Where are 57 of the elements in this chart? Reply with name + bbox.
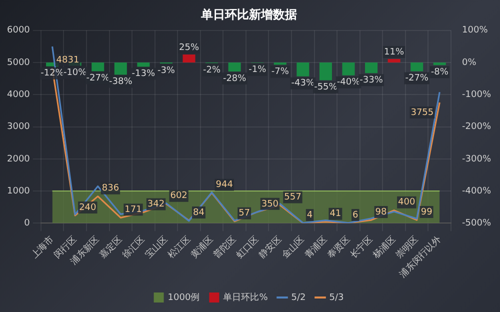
y2-tick-label: -100% (462, 90, 492, 100)
data-label: -1% (248, 65, 267, 76)
y-tick-label: 0 (24, 218, 30, 229)
data-label: 836 (102, 184, 120, 194)
data-label: -12% (40, 68, 64, 79)
data-label: -2% (203, 66, 221, 76)
data-label: 602 (170, 191, 188, 202)
y-tick-label: 6000 (7, 26, 30, 36)
data-label: -13% (132, 69, 156, 80)
data-label: 400 (398, 198, 416, 208)
data-label: -55% (314, 82, 338, 93)
data-label: 41 (330, 209, 342, 220)
y-tick-label: 4000 (7, 90, 30, 100)
y-tick-label: 2000 (7, 154, 30, 164)
data-label: 171 (124, 205, 142, 216)
legend-label: 单日环比% (223, 292, 268, 303)
y2-tick-label: 100% (462, 26, 488, 36)
data-label: 240 (79, 202, 97, 213)
data-label: -40% (336, 78, 361, 88)
data-label: 98 (375, 207, 388, 218)
data-label: -27% (86, 74, 110, 84)
data-label: 99 (420, 207, 433, 218)
chart-title: 单日环比新增数据 (200, 7, 297, 22)
data-label: -27% (405, 74, 429, 84)
y2-tick-label: -500% (462, 218, 492, 229)
data-label: -33% (360, 75, 384, 86)
data-label: 6 (352, 210, 358, 220)
data-label: 11% (384, 47, 405, 58)
data-label: -3% (157, 66, 176, 76)
data-label: -8% (430, 67, 449, 78)
y-tick-label: 5000 (7, 58, 30, 68)
data-label: 4831 (56, 55, 80, 66)
legend-label: 5/2 (291, 292, 306, 303)
x-tick-label: 静安区 (257, 234, 284, 261)
x-tick-label: 奉贤区 (325, 234, 352, 261)
data-label: 342 (147, 200, 165, 210)
data-label: -38% (109, 77, 133, 88)
data-label: -7% (271, 67, 290, 78)
data-label: 4 (306, 210, 313, 220)
data-label: 3755 (410, 108, 434, 118)
data-label: 350 (261, 199, 279, 210)
data-label: 25% (178, 42, 200, 53)
data-label: -10% (63, 68, 88, 78)
y2-tick-label: -200% (462, 122, 492, 132)
data-label: 557 (284, 192, 302, 203)
y2-tick-label: -300% (462, 154, 492, 164)
y-tick-label: 1000 (7, 186, 30, 196)
y2-tick-label: -400% (462, 186, 492, 196)
data-label: 84 (193, 208, 205, 218)
y-tick-label: 3000 (7, 122, 30, 132)
data-label: 944 (216, 180, 234, 190)
legend-label: 1000例 (168, 292, 200, 303)
y2-tick-label: 0% (462, 58, 477, 68)
data-label: 57 (238, 208, 250, 219)
data-label: -28% (222, 74, 247, 84)
data-label: -43% (291, 78, 315, 89)
legend-label: 5/3 (329, 292, 344, 303)
